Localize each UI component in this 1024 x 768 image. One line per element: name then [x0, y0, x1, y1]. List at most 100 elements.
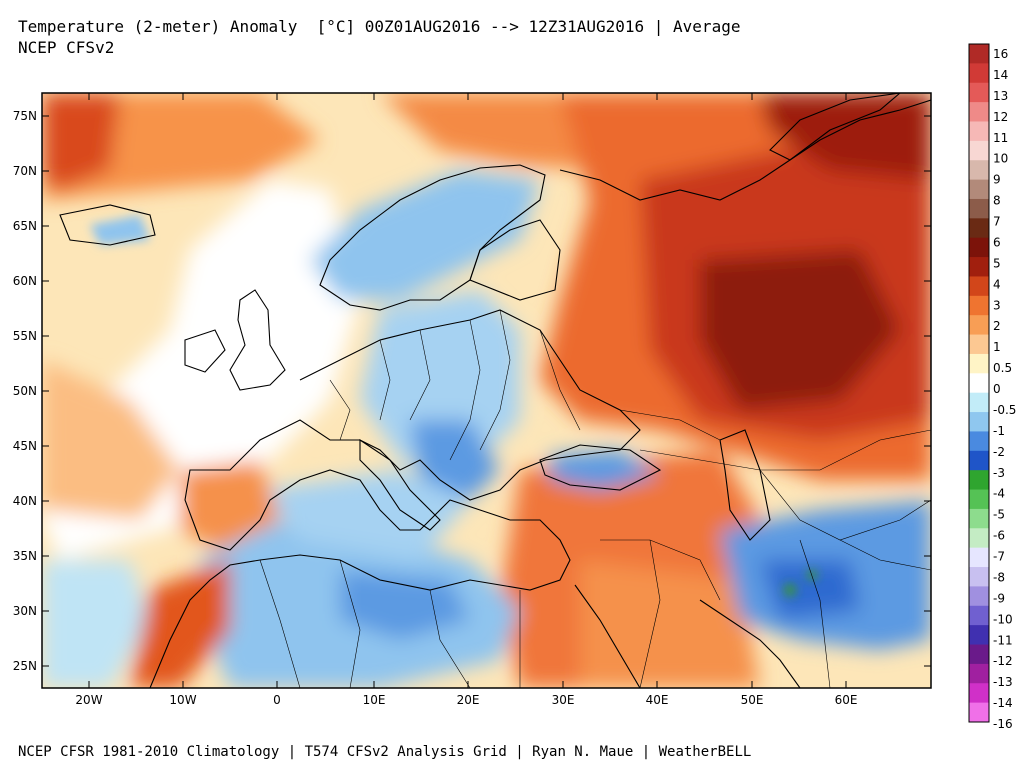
lat-tick: 45N — [13, 439, 931, 453]
colorbar-swatch — [969, 450, 989, 471]
siberia-hot-core — [760, 93, 931, 180]
britain-coast — [229, 289, 286, 391]
colorbar-label: -13 — [993, 675, 1013, 689]
colorbar-swatch — [969, 644, 989, 665]
lat-label: 30N — [13, 604, 37, 618]
lon-label: 10W — [169, 693, 196, 707]
colorbar-swatch — [969, 353, 989, 374]
colorbar-swatch — [969, 102, 989, 122]
sahara-cold-core — [340, 570, 470, 640]
colorbar-label: 8 — [993, 194, 1001, 208]
iberia-warm — [180, 460, 280, 550]
subtropic-atlantic-cool — [42, 560, 150, 688]
lon-label: 30E — [552, 693, 575, 707]
colorbar-label: 6 — [993, 235, 1001, 249]
lat-tick: 60N — [13, 274, 931, 288]
colorbar: 16 14 13 12 11 10 9 8 7 6 5 4 3 2 1 0.5 0 -0.5 -1 -2 -3 -4 -5 -… — [968, 43, 1016, 731]
lon-label: 0 — [273, 693, 281, 707]
lon-label: 10E — [363, 693, 386, 707]
colorbar-label: -2 — [993, 445, 1005, 459]
lon-label: 20E — [457, 693, 480, 707]
colorbar-swatch — [969, 237, 989, 258]
colorbar-swatch — [969, 121, 989, 142]
lat-label: 25N — [13, 659, 37, 673]
lat-tick: 50N — [13, 384, 931, 398]
colorbar-swatch — [969, 198, 989, 219]
colorbar-swatch — [969, 605, 989, 626]
lat-label: 60N — [13, 274, 37, 288]
colorbar-label: -6 — [993, 529, 1005, 543]
colorbar-label: 2 — [993, 319, 1001, 333]
red-sea-coast — [574, 584, 641, 688]
iran-green-anomaly — [807, 570, 817, 580]
colorbar-swatch — [969, 160, 989, 180]
iceland-coast — [59, 204, 156, 246]
colorbar-swatch — [969, 140, 989, 161]
map-title: Temperature (2-meter) Anomaly [°C] 00Z01… — [18, 17, 741, 36]
black-sea-coast — [539, 444, 662, 491]
lat-tick: 25N — [13, 659, 931, 673]
colorbar-label: -8 — [993, 570, 1005, 584]
colorbar-label: 0 — [993, 382, 1001, 396]
lon-tick: 0 — [273, 93, 281, 707]
lon-label: 50E — [741, 693, 764, 707]
caspian-coast — [719, 429, 771, 541]
colorbar-swatch — [969, 586, 989, 607]
colorbar-swatch — [969, 257, 989, 277]
lat-label: 65N — [13, 219, 37, 233]
colorbar-label: 1 — [993, 340, 1001, 354]
lon-tick: 30E — [552, 93, 575, 707]
lat-tick: 70N — [13, 164, 931, 178]
colorbar-swatch — [969, 663, 989, 684]
colorbar-label: -10 — [993, 612, 1013, 626]
lat-tick: 75N — [13, 109, 931, 123]
colorbar-label: -11 — [993, 633, 1013, 647]
country-borders — [259, 309, 931, 688]
colorbar-label: -5 — [993, 508, 1005, 522]
colorbar-label: -4 — [993, 487, 1005, 501]
morocco-warm — [130, 560, 230, 688]
footer-credit: NCEP CFSR 1981-2010 Climatology | T574 C… — [18, 744, 752, 760]
colorbar-swatch — [969, 489, 989, 510]
lat-tick: 35N — [13, 549, 931, 563]
mediterranean-cold — [260, 470, 470, 560]
balkans-cold — [410, 420, 500, 500]
colorbar-swatch — [969, 567, 989, 587]
colorbar-swatch — [969, 412, 989, 432]
black-sea-cold — [550, 450, 660, 490]
lon-tick: 20E — [457, 93, 480, 707]
colorbar-label: 11 — [993, 131, 1008, 145]
colorbar-frame — [968, 43, 990, 723]
colorbar-label: 12 — [993, 110, 1008, 124]
colorbar-swatch — [969, 683, 989, 704]
lat-tick: 65N — [13, 219, 931, 233]
lon-label: 20W — [75, 693, 102, 707]
atlantic-warm-band — [42, 360, 180, 520]
scandinavia-cold — [310, 170, 540, 300]
colorbar-swatch — [969, 334, 989, 355]
longitude-axis: 20W 10W 0 10E 20E 30E 40E 50E 60E — [75, 93, 857, 707]
colorbar-label: -3 — [993, 466, 1005, 480]
colorbar-label: 4 — [993, 277, 1001, 291]
lon-tick: 20W — [75, 93, 103, 707]
colorbar-label: -7 — [993, 550, 1005, 564]
lat-label: 45N — [13, 439, 37, 453]
iran-cold-core — [760, 560, 860, 620]
colorbar-swatch — [969, 392, 989, 413]
colorbar-label: 7 — [993, 215, 1001, 229]
lat-tick: 55N — [13, 329, 931, 343]
colorbar-label: 9 — [993, 173, 1001, 187]
colorbar-label: 14 — [993, 68, 1008, 82]
colorbar-swatch — [969, 528, 989, 549]
lat-label: 35N — [13, 549, 37, 563]
colorbar-swatch — [969, 431, 989, 452]
gulf-coast — [699, 599, 801, 688]
lat-label: 70N — [13, 164, 37, 178]
lon-tick: 10E — [363, 93, 386, 707]
colorbar-swatch — [969, 547, 989, 568]
europe-continental-coast — [149, 309, 641, 688]
colorbar-swatch — [969, 276, 989, 297]
greenland-hot-core — [42, 93, 120, 190]
arabia-warm — [580, 560, 760, 688]
